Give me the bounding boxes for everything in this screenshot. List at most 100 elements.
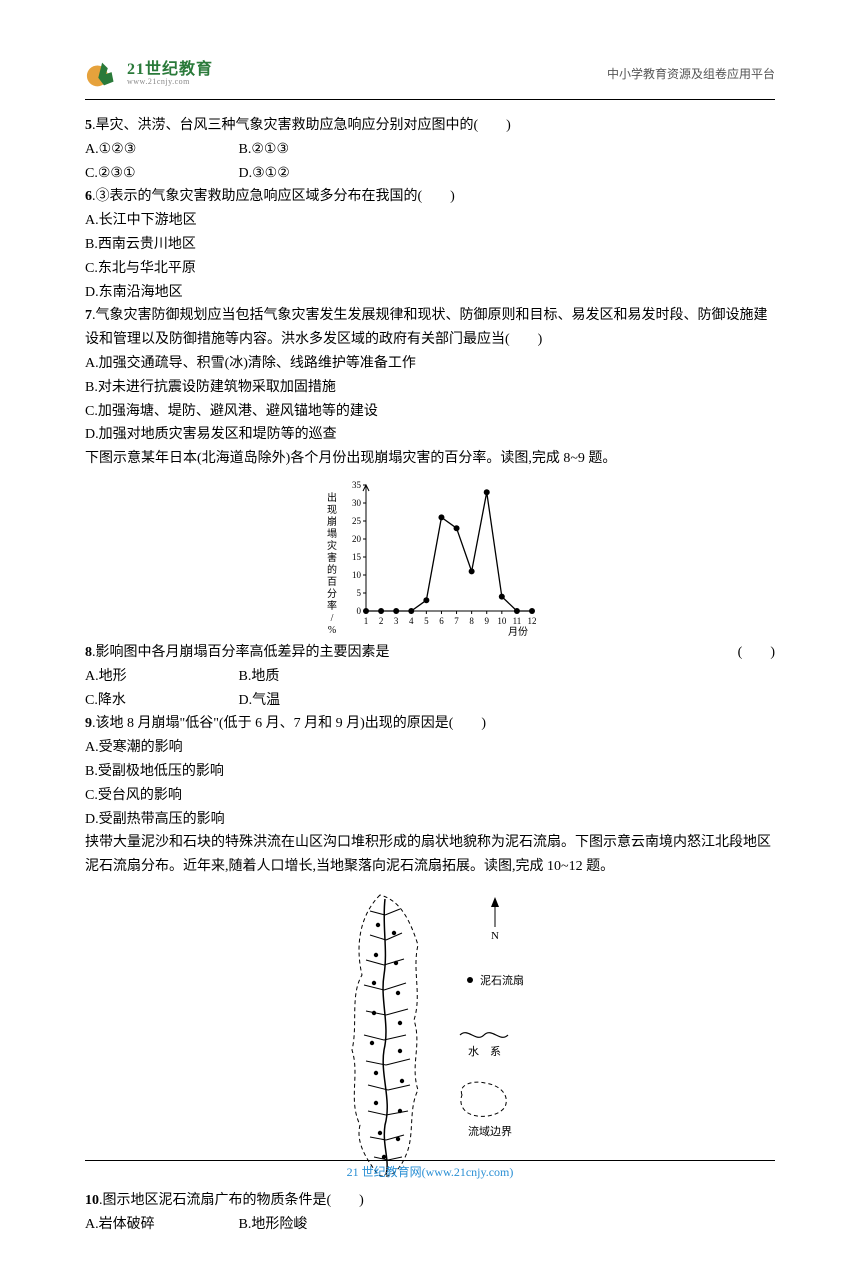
svg-text:百: 百 — [327, 576, 337, 588]
logo-main: 21世纪教育 — [127, 61, 213, 79]
q7-opt-a: A.加强交通疏导、积雪(冰)清除、线路维护等准备工作 — [85, 352, 775, 376]
footer-text: 21 世纪教育网(www.21cnjy.com) — [0, 1162, 860, 1182]
svg-text:月份: 月份 — [508, 626, 528, 637]
svg-text:2: 2 — [379, 616, 384, 626]
svg-text:30: 30 — [352, 498, 362, 508]
svg-text:5: 5 — [424, 616, 429, 626]
q6-stem: 6.③表示的气象灾害救助应急响应区域多分布在我国的( ) — [85, 185, 775, 209]
svg-text:崩: 崩 — [327, 515, 337, 528]
q5-text: .旱灾、洪涝、台风三种气象灾害救助应急响应分别对应图中的( ) — [92, 118, 511, 133]
svg-text:的: 的 — [327, 563, 337, 576]
q5-stem: 5.旱灾、洪涝、台风三种气象灾害救助应急响应分别对应图中的( ) — [85, 114, 775, 138]
svg-text:现: 现 — [327, 504, 337, 516]
svg-text:/: / — [331, 613, 334, 624]
svg-text:10: 10 — [497, 616, 507, 626]
svg-text:灾: 灾 — [327, 539, 337, 552]
q10-opt-b: B.地形险峻 — [239, 1213, 389, 1237]
q6-text: .③表示的气象灾害救助应急响应区域多分布在我国的( ) — [92, 189, 455, 204]
q8-text: .影响图中各月崩塌百分率高低差异的主要因素是 — [92, 645, 390, 660]
intro-10-12: 挟带大量泥沙和石块的特殊洪流在山区沟口堆积形成的扇状地貌称为泥石流扇。下图示意云… — [85, 831, 775, 879]
q7-stem: 7.气象灾害防御规划应当包括气象灾害发生发展规律和现状、防御原则和目标、易发区和… — [85, 304, 775, 352]
chart-8-9-svg: 05101520253035123456789101112月份出现崩塌灾害的百分… — [320, 477, 540, 637]
q8-num: 8 — [85, 645, 92, 660]
q6-opt-a: A.长江中下游地区 — [85, 209, 775, 233]
page: 21世纪教育 www.21cnjy.com 中小学教育资源及组卷应用平台 5.旱… — [0, 0, 860, 1282]
logo-sub: www.21cnjy.com — [127, 78, 213, 87]
q9-text: .该地 8 月崩塌"低谷"(低于 6 月、7 月和 9 月)出现的原因是( ) — [92, 716, 486, 731]
q10-text: .图示地区泥石流扇广布的物质条件是( ) — [99, 1193, 364, 1208]
q6-opt-d: D.东南沿海地区 — [85, 281, 775, 305]
map-10-12: N 泥石流扇水 系流域边界 — [85, 885, 775, 1185]
q10-options-row1: A.岩体破碎 B.地形险峻 — [85, 1213, 775, 1237]
svg-text:率: 率 — [327, 599, 337, 612]
q5-opt-a: A.①②③ — [85, 138, 235, 162]
intro-8-9: 下图示意某年日本(北海道岛除外)各个月份出现崩塌灾害的百分率。读图,完成 8~9… — [85, 447, 775, 471]
svg-text:0: 0 — [357, 606, 362, 616]
svg-text:出: 出 — [327, 491, 337, 504]
svg-text:9: 9 — [484, 616, 489, 626]
q7-opt-c: C.加强海塘、堤防、避风港、避风锚地等的建设 — [85, 400, 775, 424]
svg-text:20: 20 — [352, 534, 362, 544]
q5-options-row2: C.②③① D.③①② — [85, 162, 775, 186]
q9-opt-d: D.受副热带高压的影响 — [85, 808, 775, 832]
q8-blank: ( ) — [738, 641, 775, 665]
q9-opt-b: B.受副极地低压的影响 — [85, 760, 775, 784]
q10-opt-a: A.岩体破碎 — [85, 1213, 235, 1237]
svg-text:15: 15 — [352, 552, 362, 562]
svg-text:泥石流扇: 泥石流扇 — [480, 973, 524, 987]
q9-stem: 9.该地 8 月崩塌"低谷"(低于 6 月、7 月和 9 月)出现的原因是( ) — [85, 712, 775, 736]
svg-text:害: 害 — [327, 551, 337, 564]
svg-text:6: 6 — [439, 616, 444, 626]
logo-icon — [85, 55, 123, 93]
svg-text:1: 1 — [364, 616, 369, 626]
header-bar: 21世纪教育 www.21cnjy.com 中小学教育资源及组卷应用平台 — [85, 55, 775, 93]
header-rule — [85, 99, 775, 100]
q6-num: 6 — [85, 189, 92, 204]
q8-options-row1: A.地形 B.地质 — [85, 665, 775, 689]
q5-opt-b: B.②①③ — [239, 138, 389, 162]
q7-text: .气象灾害防御规划应当包括气象灾害发生发展规律和现状、防御原则和目标、易发区和易… — [85, 308, 768, 347]
q9-num: 9 — [85, 716, 92, 731]
svg-text:流域边界: 流域边界 — [468, 1124, 512, 1138]
q8-stem: 8.影响图中各月崩塌百分率高低差异的主要因素是 ( ) — [85, 641, 775, 665]
q7-opt-b: B.对未进行抗震设防建筑物采取加固措施 — [85, 376, 775, 400]
svg-text:3: 3 — [394, 616, 399, 626]
q5-opt-c: C.②③① — [85, 162, 235, 186]
q8-opt-a: A.地形 — [85, 665, 235, 689]
q8-opt-b: B.地质 — [239, 665, 389, 689]
svg-text:N: N — [491, 930, 499, 942]
q5-options-row1: A.①②③ B.②①③ — [85, 138, 775, 162]
q9-opt-c: C.受台风的影响 — [85, 784, 775, 808]
q8-opt-c: C.降水 — [85, 689, 235, 713]
q9-opt-a: A.受寒潮的影响 — [85, 736, 775, 760]
map-10-12-svg: N 泥石流扇水 系流域边界 — [300, 885, 560, 1185]
svg-text:25: 25 — [352, 516, 362, 526]
logo-text-block: 21世纪教育 www.21cnjy.com — [127, 61, 213, 87]
chart-8-9: 05101520253035123456789101112月份出现崩塌灾害的百分… — [85, 477, 775, 637]
q7-opt-d: D.加强对地质灾害易发区和堤防等的巡查 — [85, 423, 775, 447]
svg-text:%: % — [328, 625, 336, 636]
svg-text:10: 10 — [352, 570, 362, 580]
svg-text:8: 8 — [469, 616, 474, 626]
svg-text:水 系: 水 系 — [468, 1045, 501, 1058]
svg-text:塌: 塌 — [327, 528, 337, 540]
svg-text:4: 4 — [409, 616, 414, 626]
logo: 21世纪教育 www.21cnjy.com — [85, 55, 213, 93]
q5-opt-d: D.③①② — [239, 162, 389, 186]
svg-text:35: 35 — [352, 480, 362, 490]
svg-text:分: 分 — [327, 588, 337, 600]
svg-text:11: 11 — [513, 616, 522, 626]
q6-opt-b: B.西南云贵川地区 — [85, 233, 775, 257]
svg-text:7: 7 — [454, 616, 459, 626]
q10-stem: 10.图示地区泥石流扇广布的物质条件是( ) — [85, 1189, 775, 1213]
svg-text:5: 5 — [357, 588, 362, 598]
q6-opt-c: C.东北与华北平原 — [85, 257, 775, 281]
q10-num: 10 — [85, 1193, 99, 1208]
q7-num: 7 — [85, 308, 92, 323]
svg-text:12: 12 — [528, 616, 537, 626]
q8-options-row2: C.降水 D.气温 — [85, 689, 775, 713]
q5-num: 5 — [85, 118, 92, 133]
content: 5.旱灾、洪涝、台风三种气象灾害救助应急响应分别对应图中的( ) A.①②③ B… — [85, 114, 775, 1237]
header-right-text: 中小学教育资源及组卷应用平台 — [607, 64, 775, 84]
q8-opt-d: D.气温 — [239, 689, 389, 713]
